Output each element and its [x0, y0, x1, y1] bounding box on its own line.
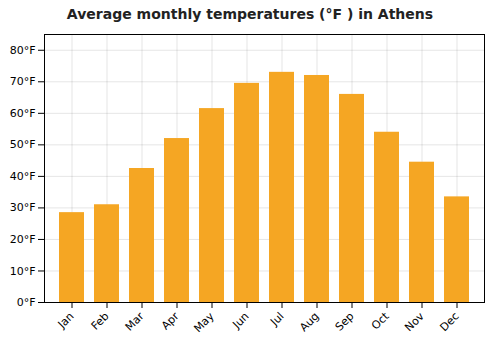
svg-text:20°F: 20°F: [10, 233, 36, 246]
svg-text:May: May: [191, 309, 217, 335]
svg-text:Jan: Jan: [55, 310, 77, 332]
svg-text:Aug: Aug: [297, 310, 321, 334]
svg-text:70°F: 70°F: [10, 75, 36, 88]
svg-text:Feb: Feb: [89, 310, 112, 333]
svg-text:80°F: 80°F: [10, 44, 36, 57]
svg-text:60°F: 60°F: [10, 107, 36, 120]
svg-text:Nov: Nov: [402, 309, 427, 334]
svg-text:10°F: 10°F: [10, 264, 36, 277]
svg-text:Sep: Sep: [333, 310, 357, 334]
html-text:Average monthly temperatures (: Average monthly temperatures (°F ) in At…: [66, 6, 434, 22]
svg-text:Jun: Jun: [230, 310, 252, 332]
svg-text:Dec: Dec: [437, 310, 461, 334]
svg-text:Jul: Jul: [267, 310, 286, 329]
svg-text:Apr: Apr: [159, 309, 182, 332]
svg-text:50°F: 50°F: [10, 138, 36, 151]
svg-text:Oct: Oct: [369, 309, 392, 332]
svg-text:40°F: 40°F: [10, 170, 36, 183]
svg-text:Mar: Mar: [123, 309, 147, 333]
svg-text:0°F: 0°F: [17, 296, 36, 309]
svg-text:30°F: 30°F: [10, 201, 36, 214]
